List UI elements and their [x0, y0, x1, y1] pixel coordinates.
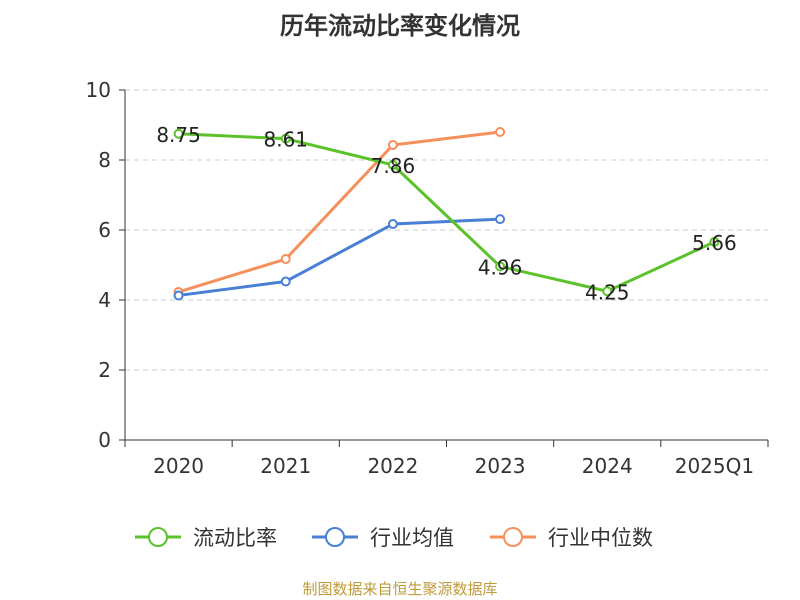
series-points: [173, 127, 720, 301]
x-tick-label-2023: 2023: [475, 454, 526, 478]
chart-title: 历年流动比率变化情况: [280, 12, 520, 40]
x-tick-label-2024: 2024: [582, 454, 633, 478]
data-point: [387, 219, 398, 230]
data-point: [280, 276, 291, 287]
data-point: [495, 127, 506, 137]
source-footer: 制图数据来自恒生聚源数据库: [302, 580, 498, 598]
series-lines: [178, 130, 716, 297]
x-tick-label-2021: 2021: [260, 454, 311, 478]
series-line-1: [178, 217, 501, 297]
y-tick-label: 6: [98, 218, 111, 242]
legend-label: 流动比率: [193, 526, 277, 550]
series-line-0: [178, 132, 716, 293]
data-point: [280, 254, 291, 265]
legend-marker: [503, 527, 523, 547]
axes: [119, 89, 769, 447]
data-label: 4.96: [478, 255, 523, 279]
data-point: [495, 214, 506, 225]
data-point: [495, 261, 506, 272]
x-tick-label-2025Q1: 2025Q1: [675, 454, 754, 478]
legend: 流动比率 行业均值 行业中位数: [135, 526, 653, 550]
series-line-2: [178, 130, 501, 294]
legend-label: 行业均值: [370, 526, 454, 550]
y-tick-label: 8: [98, 148, 111, 172]
data-point: [602, 286, 613, 297]
data-point: [280, 133, 291, 144]
y-tick-label: 10: [86, 78, 111, 102]
x-tick-label-2022: 2022: [367, 454, 418, 478]
data-label: 4.25: [585, 280, 630, 304]
y-tick-label: 0: [98, 428, 111, 452]
data-labels: 8.75 8.61 7.86 4.96 4.25 5.66: [156, 123, 736, 305]
data-point: [173, 128, 184, 139]
legend-marker: [325, 527, 345, 547]
legend-marker: [148, 527, 168, 547]
legend-label: 行业中位数: [548, 526, 653, 550]
x-tick-label-2020: 2020: [153, 454, 204, 478]
data-label: 7.86: [371, 154, 416, 178]
data-point: [173, 290, 184, 301]
data-label: 5.66: [692, 231, 737, 255]
grid-lines: [125, 89, 768, 371]
data-point: [387, 139, 398, 150]
data-point: [709, 236, 720, 247]
tick-labels: 0 2 4 6 8 10 2020 2021 2022 2023 2024 2025Q1: [86, 78, 755, 478]
y-tick-label: 2: [98, 358, 111, 382]
y-tick-label: 4: [98, 288, 111, 312]
data-label: 8.75: [156, 123, 201, 147]
data-label: 8.61: [263, 128, 308, 152]
data-point: [387, 159, 398, 170]
